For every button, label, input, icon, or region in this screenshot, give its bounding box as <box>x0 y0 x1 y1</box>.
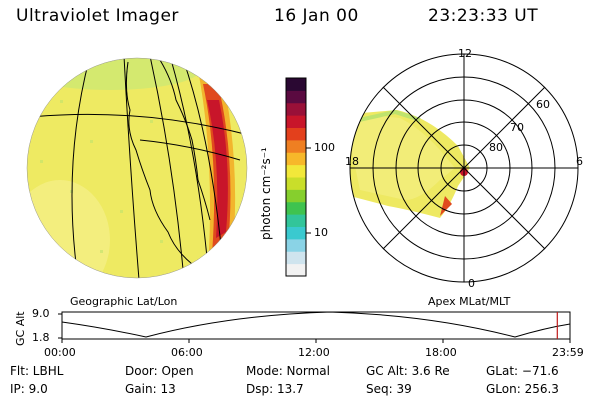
colorbar-segment <box>286 152 306 166</box>
colorbar-segment <box>286 164 306 178</box>
altitude-xtick-0: 00:00 <box>44 346 76 359</box>
colorbar-segment <box>286 189 306 203</box>
colorbar-segment <box>286 177 306 190</box>
status-dsp: Dsp: 13.7 <box>246 382 304 396</box>
status-seq: Seq: 39 <box>366 382 412 396</box>
altitude-ylabel: GC Alt <box>14 311 27 346</box>
colorbar-segment <box>286 102 306 116</box>
status-glat: GLat: −71.6 <box>486 364 559 378</box>
altitude-xtick-4: 23:59 <box>552 346 584 359</box>
altitude-xtick-1: 06:00 <box>171 346 203 359</box>
colorbar-tick-10: 10 <box>314 226 328 239</box>
altitude-plot <box>58 311 571 343</box>
status-filter: Flt: LBHL <box>10 364 64 378</box>
colorbar-segment <box>286 78 306 91</box>
colorbar-tick-100: 100 <box>314 141 335 154</box>
earth-image <box>26 57 248 279</box>
colorbar-segment <box>286 214 306 227</box>
colorbar-frame <box>285 77 307 277</box>
status-gain: Gain: 13 <box>125 382 176 396</box>
date-label: 16 Jan 00 <box>274 6 359 26</box>
lat-label-60: 60 <box>536 98 550 111</box>
altitude-xtick-2: 12:00 <box>298 346 330 359</box>
status-door: Door: Open <box>125 364 194 378</box>
lat-label-80: 80 <box>489 141 503 154</box>
colorbar-segment <box>286 90 306 104</box>
mlt-label-18: 18 <box>345 155 359 168</box>
lat-label-70: 70 <box>510 121 524 134</box>
status-ip: IP: 9.0 <box>10 382 48 396</box>
colorbar-segment <box>286 127 306 141</box>
status-glon: GLon: 256.3 <box>486 382 559 396</box>
colorbar-unit-label: photon cm⁻²s⁻¹ <box>259 147 273 240</box>
colorbar-segment <box>286 263 306 277</box>
instrument-title: Ultraviolet Imager <box>16 6 179 26</box>
colorbar-segment <box>286 139 306 153</box>
globe-caption: Geographic Lat/Lon <box>70 295 178 308</box>
mlt-label-0: 0 <box>468 277 475 290</box>
mlt-label-6: 6 <box>576 155 583 168</box>
time-label: 23:23:33 UT <box>428 6 539 26</box>
altitude-ytick-low: 1.8 <box>32 331 50 344</box>
mlt-label-12: 12 <box>458 47 472 60</box>
status-gc-alt: GC Alt: 3.6 Re <box>366 364 450 378</box>
status-mode: Mode: Normal <box>246 364 330 378</box>
colorbar-segment <box>286 115 306 128</box>
altitude-ytick-high: 9.0 <box>32 307 50 320</box>
colorbar <box>286 78 306 277</box>
colorbar-segment <box>286 226 306 240</box>
polar-plot <box>349 53 579 283</box>
polar-caption: Apex MLat/MLT <box>428 295 511 308</box>
colorbar-segment <box>286 251 306 265</box>
colorbar-segment <box>286 238 306 252</box>
colorbar-segment <box>286 201 306 215</box>
altitude-xtick-3: 18:00 <box>425 346 457 359</box>
